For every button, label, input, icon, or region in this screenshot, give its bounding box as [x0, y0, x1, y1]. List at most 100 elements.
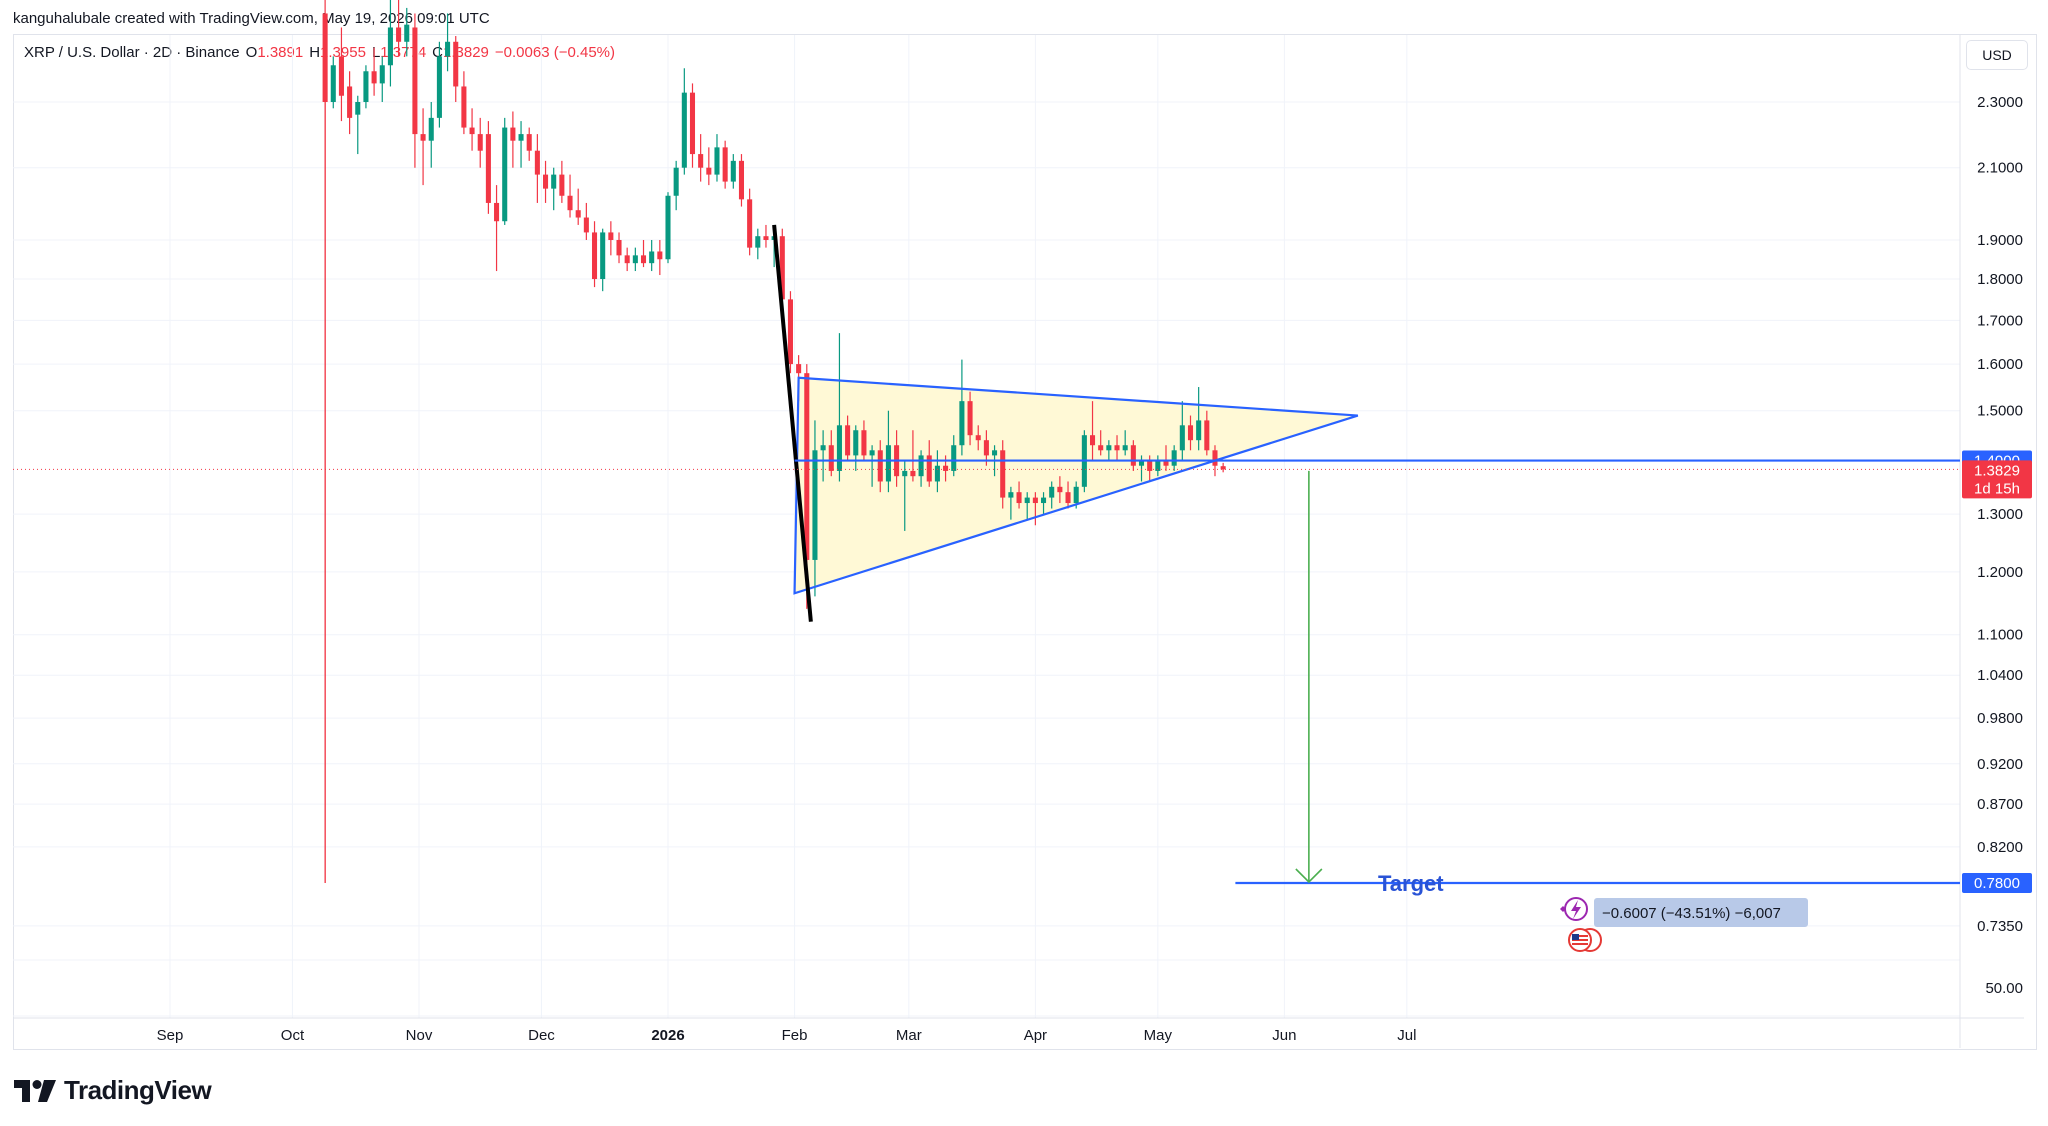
price-tick-label: 50.00 [1985, 980, 2023, 997]
candle [1122, 430, 1128, 456]
candle [1196, 387, 1202, 451]
candle [730, 154, 736, 189]
symbol-title[interactable]: XRP / U.S. Dollar · 2D · Binance [24, 44, 240, 61]
price-tick-label: 2.1000 [1977, 160, 2023, 177]
candle-body [1065, 492, 1071, 504]
target-price-tag: 0.7800 [1962, 873, 2032, 893]
candle [526, 127, 532, 161]
time-tick-label: Feb [782, 1027, 808, 1044]
candle [551, 167, 557, 211]
candle [396, 0, 402, 57]
candle-body [510, 127, 516, 141]
target-price-tag-text: 0.7800 [1974, 875, 2020, 892]
open-label: O [245, 44, 258, 61]
candle-body [918, 455, 924, 477]
candle [706, 147, 712, 186]
candle [1089, 401, 1096, 461]
currency-button[interactable]: USD [1966, 40, 2028, 70]
candle-body [396, 27, 402, 42]
candle [591, 221, 598, 288]
tradingview-logo[interactable]: TradingView [14, 1075, 212, 1106]
candle-body [951, 445, 957, 471]
candle-body [624, 255, 630, 264]
drawings-layer: Target −0.6007 (−43.51%) −6,007 [13, 35, 1960, 952]
candle [910, 430, 916, 482]
candle [338, 27, 344, 122]
time-tick-label: Apr [1024, 1027, 1047, 1044]
price-tick-label: 1.7000 [1977, 312, 2023, 329]
candle-body [1171, 450, 1177, 466]
candle [1114, 435, 1120, 461]
price-tick-label: 0.8700 [1977, 796, 2023, 813]
candle-body [787, 299, 793, 365]
candle-body [583, 217, 589, 233]
candle-body [673, 167, 679, 196]
ohlc-open: O1.3891 [246, 44, 304, 61]
candle-body [632, 255, 638, 264]
candle-body [428, 117, 434, 141]
candle-body [698, 154, 704, 168]
candle [436, 41, 442, 128]
candle [575, 188, 581, 225]
price-tick-label: 1.1000 [1977, 627, 2023, 644]
candle-body [1204, 420, 1210, 451]
flag-stripe [1572, 935, 1588, 937]
candle [1065, 481, 1071, 509]
ohlc-high: H1.3955 [309, 44, 366, 61]
candle [714, 134, 720, 182]
candle-body [1041, 497, 1047, 504]
candle [1179, 401, 1185, 461]
candle-body [747, 199, 753, 248]
time-tick-label: May [1144, 1027, 1173, 1044]
candle-body [804, 373, 810, 560]
candle-body [943, 465, 949, 471]
candle [869, 445, 875, 487]
candle-body [412, 27, 418, 135]
candles-layer [322, 0, 1226, 883]
chart-frame [13, 34, 2037, 1050]
candle-body [1114, 445, 1120, 451]
candle [632, 247, 638, 272]
candle [1057, 476, 1063, 504]
tradingview-logo-icon [14, 1079, 56, 1102]
candle [363, 65, 369, 109]
candle-body [534, 150, 540, 175]
candle-body [494, 202, 500, 222]
sparkle-glyph [1560, 906, 1566, 912]
candle-body [363, 71, 369, 102]
time-tick-label: Mar [896, 1027, 922, 1044]
low-label: L [371, 44, 381, 61]
target-label: Target [1378, 871, 1444, 896]
price-tick-label: 0.9800 [1977, 710, 2023, 727]
change-value: −0.0063 (−0.45%) [494, 44, 615, 61]
candle-body [959, 401, 965, 446]
down-arrow-icon [1295, 868, 1323, 884]
candle [624, 247, 630, 272]
candle [1187, 415, 1194, 451]
candle [902, 460, 908, 531]
candle-body [1147, 460, 1153, 471]
candle-body [1057, 486, 1063, 493]
candle [698, 134, 704, 182]
candle-body [665, 195, 671, 260]
candle [853, 425, 859, 471]
candle-body [1163, 460, 1169, 466]
flag-stripe [1572, 939, 1588, 941]
candle-body [1138, 460, 1145, 466]
candle-body [502, 127, 508, 222]
candle [967, 391, 973, 446]
candle [1204, 410, 1210, 456]
candle-body [1008, 492, 1014, 498]
price-tick-label: 0.7350 [1977, 918, 2023, 935]
candle [412, 13, 418, 168]
candle [1163, 445, 1169, 471]
candle [738, 154, 745, 207]
price-tick-label: 1.2000 [1977, 564, 2023, 581]
time-tick-label: Jun [1272, 1027, 1296, 1044]
candle [583, 202, 589, 240]
high-label: H [309, 44, 321, 61]
last-price-tag-text: 1.3829 [1974, 462, 2020, 479]
flag-canton [1572, 934, 1579, 940]
candle-body [461, 86, 467, 128]
